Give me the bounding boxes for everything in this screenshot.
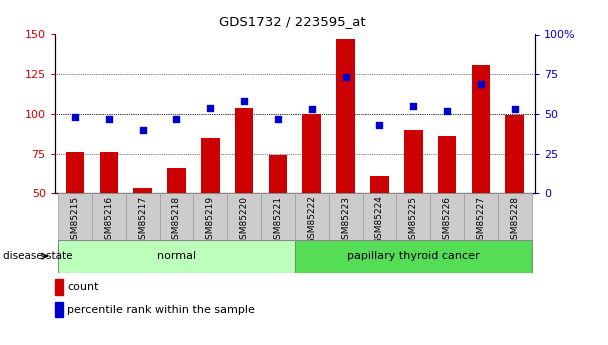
Bar (235, 108, 254, 193)
FancyBboxPatch shape (261, 193, 295, 240)
FancyBboxPatch shape (295, 193, 329, 240)
FancyBboxPatch shape (329, 193, 362, 240)
Text: GSM85217: GSM85217 (138, 196, 147, 245)
Point (442, 108, 452, 114)
Point (340, 75, 350, 80)
Point (70, 114, 80, 120)
FancyBboxPatch shape (126, 193, 159, 240)
Text: percentile rank within the sample: percentile rank within the sample (67, 305, 255, 315)
Text: GSM85223: GSM85223 (341, 196, 350, 245)
Bar (201, 138, 219, 193)
FancyBboxPatch shape (58, 193, 92, 240)
Bar (167, 168, 186, 193)
Point (476, 81, 486, 87)
FancyBboxPatch shape (464, 193, 498, 240)
Text: GSM85224: GSM85224 (375, 196, 384, 244)
Text: GSM85221: GSM85221 (274, 196, 283, 245)
Point (273, 116, 283, 121)
Text: normal: normal (157, 251, 196, 261)
Point (510, 106, 520, 112)
Text: GSM85216: GSM85216 (105, 196, 113, 245)
Text: GSM85225: GSM85225 (409, 196, 418, 245)
Point (240, 98, 249, 104)
Point (409, 103, 418, 109)
FancyBboxPatch shape (193, 193, 227, 240)
Text: count: count (67, 282, 99, 292)
Text: GSM85215: GSM85215 (71, 196, 80, 245)
FancyBboxPatch shape (159, 193, 193, 240)
Text: GSM85218: GSM85218 (172, 196, 181, 245)
FancyBboxPatch shape (498, 193, 531, 240)
Bar (505, 116, 524, 193)
Text: GSM85222: GSM85222 (307, 196, 316, 244)
FancyBboxPatch shape (430, 193, 464, 240)
Bar (303, 114, 321, 193)
FancyBboxPatch shape (92, 193, 126, 240)
Point (138, 127, 148, 132)
Bar (336, 39, 355, 193)
FancyBboxPatch shape (227, 193, 261, 240)
FancyBboxPatch shape (396, 193, 430, 240)
Bar (370, 176, 389, 193)
Bar (66, 152, 85, 193)
Point (206, 105, 215, 110)
Text: GSM85220: GSM85220 (240, 196, 249, 245)
Text: GSM85226: GSM85226 (443, 196, 452, 245)
Text: GSM85219: GSM85219 (206, 196, 215, 245)
FancyBboxPatch shape (362, 193, 396, 240)
Bar (404, 130, 423, 193)
Bar (133, 188, 152, 193)
Point (171, 116, 181, 121)
Point (104, 116, 114, 121)
Bar (472, 65, 490, 193)
Bar (269, 155, 287, 193)
Bar (438, 136, 457, 193)
Point (375, 122, 384, 128)
FancyBboxPatch shape (58, 240, 295, 273)
FancyBboxPatch shape (295, 240, 531, 273)
Text: GDS1732 / 223595_at: GDS1732 / 223595_at (218, 16, 365, 29)
Bar (100, 152, 118, 193)
Text: GSM85228: GSM85228 (510, 196, 519, 245)
Text: disease state: disease state (3, 251, 72, 261)
Point (307, 106, 317, 112)
Text: papillary thyroid cancer: papillary thyroid cancer (347, 251, 480, 261)
Text: GSM85227: GSM85227 (477, 196, 485, 245)
